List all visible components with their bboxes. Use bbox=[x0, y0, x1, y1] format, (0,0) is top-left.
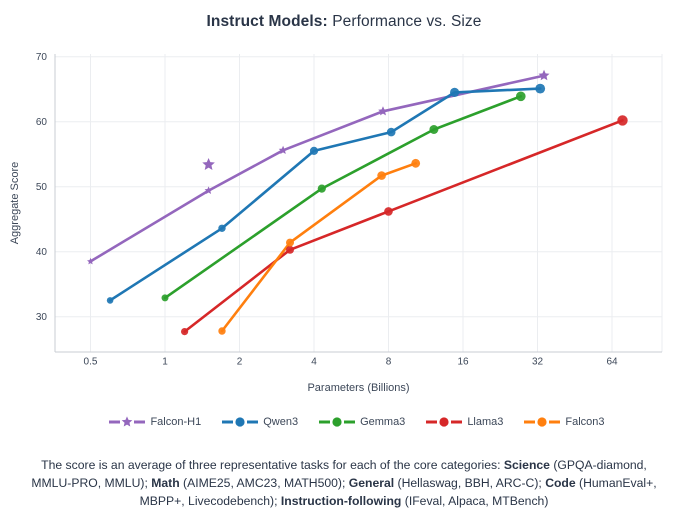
data-point-star bbox=[87, 257, 94, 265]
data-point bbox=[384, 207, 393, 216]
x-tick-label: 0.5 bbox=[84, 357, 98, 368]
series-qwen3 bbox=[108, 87, 542, 302]
chart-footnote: The score is an average of three represe… bbox=[24, 456, 664, 510]
series-markers-llama3 bbox=[181, 115, 628, 336]
data-point bbox=[386, 127, 396, 137]
data-point-star bbox=[378, 106, 388, 116]
x-tick-label: 64 bbox=[606, 357, 618, 368]
series-falcon-h1 bbox=[89, 74, 546, 263]
data-point bbox=[181, 328, 189, 336]
chart-title: Instruct Models: Performance vs. Size bbox=[0, 13, 688, 31]
chart-legend: Falcon-H1 Qwen3 Gemma3 Llama3 Falcon3 bbox=[0, 415, 688, 429]
data-point bbox=[218, 224, 226, 232]
series-line bbox=[163, 95, 523, 300]
data-point bbox=[535, 83, 546, 94]
y-axis-label: Aggregate Score bbox=[9, 162, 21, 245]
line-chart: 30 40 50 60 70 0.5 1 2 4 8 16 32 64 Parameters (Billi… bbox=[9, 52, 663, 394]
footnote-text: (IFeval, Alpaca, MTBench) bbox=[401, 494, 549, 508]
legend-label: Falcon3 bbox=[565, 416, 605, 428]
legend-label: Falcon-H1 bbox=[150, 416, 202, 428]
data-point-star bbox=[278, 145, 288, 154]
legend-marker-circle-icon bbox=[319, 417, 356, 427]
legend-item-qwen3: Qwen3 bbox=[222, 415, 298, 429]
series-line bbox=[89, 74, 546, 263]
footnote-text: (Hellaswag, BBH, ARC-C); bbox=[394, 476, 546, 490]
y-tick-label: 40 bbox=[36, 247, 48, 258]
legend-marker-circle-icon bbox=[222, 417, 259, 427]
data-point-star bbox=[204, 186, 213, 194]
data-point bbox=[516, 91, 526, 102]
y-tick-label: 30 bbox=[36, 312, 48, 323]
legend-marker-circle-icon bbox=[524, 417, 561, 427]
legend-item-llama3: Llama3 bbox=[426, 415, 503, 429]
footnote-text: (HumanEval+, MBPP+, Livecodebench); bbox=[139, 476, 657, 508]
footnote-category: Math bbox=[151, 476, 180, 490]
chart-title-bold: Instruct Models: bbox=[206, 13, 328, 30]
series-llama3 bbox=[183, 119, 624, 333]
data-point bbox=[286, 238, 294, 247]
data-point-star bbox=[538, 69, 550, 81]
data-point bbox=[617, 115, 628, 126]
x-tick-label: 1 bbox=[162, 357, 168, 368]
series-line bbox=[108, 87, 542, 302]
data-point bbox=[450, 87, 460, 97]
legend-marker-star-icon bbox=[109, 416, 146, 427]
legend-item-falcon3: Falcon3 bbox=[524, 415, 605, 429]
legend-item-falcon-h1: Falcon-H1 bbox=[109, 415, 201, 429]
x-axis-label: Parameters (Billions) bbox=[307, 382, 409, 394]
isolated-data-point-star bbox=[202, 158, 215, 170]
series-markers-gemma3 bbox=[161, 91, 526, 302]
gridlines: 30 40 50 60 70 0.5 1 2 4 8 16 32 64 bbox=[36, 52, 662, 368]
data-point bbox=[377, 171, 386, 180]
footnote-category: Science bbox=[503, 458, 550, 472]
footnote-text: The score is an average of three represe… bbox=[41, 458, 504, 472]
data-point bbox=[106, 297, 114, 304]
series-line bbox=[220, 162, 417, 333]
series-gemma3 bbox=[163, 95, 523, 300]
data-point bbox=[309, 146, 319, 155]
x-tick-label: 4 bbox=[311, 357, 317, 368]
data-point bbox=[218, 327, 226, 335]
series-falcon3 bbox=[220, 162, 417, 333]
chart-title-regular: Performance vs. Size bbox=[327, 13, 482, 30]
y-tick-label: 60 bbox=[36, 117, 48, 128]
footnote-text: (AIME25, AMC23, MATH500); bbox=[179, 476, 349, 490]
data-point bbox=[429, 125, 439, 134]
y-tick-label: 50 bbox=[36, 182, 48, 193]
footnote-category: General bbox=[348, 476, 395, 490]
series-line bbox=[183, 119, 624, 333]
x-tick-label: 16 bbox=[457, 357, 469, 368]
series-markers-falcon-h1 bbox=[87, 69, 550, 265]
x-tick-label: 8 bbox=[386, 357, 392, 368]
x-tick-label: 32 bbox=[532, 357, 544, 368]
legend-item-gemma3: Gemma3 bbox=[319, 415, 405, 429]
data-point bbox=[161, 294, 169, 302]
legend-label: Gemma3 bbox=[360, 416, 406, 428]
legend-marker-circle-icon bbox=[426, 417, 463, 427]
footnote-text: (GPQA-diamond, MMLU-PRO, MMLU); bbox=[31, 458, 647, 490]
data-point bbox=[317, 184, 326, 193]
data-point bbox=[286, 245, 294, 254]
data-point bbox=[411, 158, 421, 168]
x-tick-label: 2 bbox=[237, 357, 243, 368]
legend-label: Llama3 bbox=[467, 416, 504, 428]
footnote-category: Instruction-following bbox=[280, 494, 402, 508]
series-markers-falcon3 bbox=[218, 158, 421, 335]
y-tick-label: 70 bbox=[36, 52, 48, 63]
series-markers-qwen3 bbox=[106, 83, 546, 304]
footnote-category: Code bbox=[545, 476, 576, 490]
legend-label: Qwen3 bbox=[263, 416, 299, 428]
